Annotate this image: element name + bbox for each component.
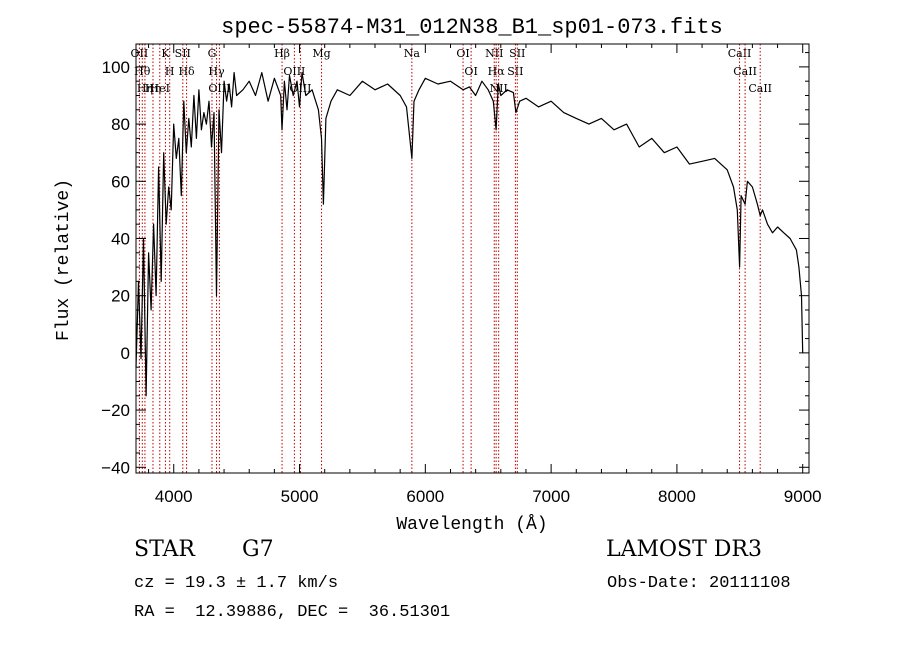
chart-title: spec-55874-M31_012N38_B1_sp01-073.fits <box>221 15 723 40</box>
line-label: Hβ <box>274 47 290 60</box>
line-label: OI <box>456 47 469 60</box>
line-label: OIII <box>283 65 305 78</box>
y-tick-label: 20 <box>111 287 130 306</box>
line-label: Hδ <box>178 65 195 78</box>
line-label: NII <box>485 47 503 60</box>
line-label: Hγ <box>208 65 225 78</box>
line-label: HeI <box>150 82 170 95</box>
line-label: K <box>161 47 170 60</box>
y-tick-label: 100 <box>102 58 130 77</box>
y-tick-label: −40 <box>101 458 130 477</box>
x-tick-label: 9000 <box>784 487 822 506</box>
line-label: Hα <box>488 65 506 78</box>
line-label: Hη <box>137 82 153 95</box>
line-label: SII <box>509 47 525 60</box>
y-tick-label: 80 <box>111 115 130 134</box>
line-label: Na <box>404 47 421 60</box>
line-label: H <box>165 65 175 78</box>
y-tick-label: 60 <box>111 172 130 191</box>
x-tick-label: 7000 <box>532 487 570 506</box>
x-tick-label: 5000 <box>281 487 319 506</box>
y-axis-label: Flux (relative) <box>54 179 74 341</box>
x-tick-label: 6000 <box>406 487 444 506</box>
object-subclass: G7 <box>242 537 274 562</box>
coordinates: RA = 12.39886, DEC = 36.51301 <box>134 603 451 622</box>
y-tick-label: −20 <box>101 401 130 420</box>
object-class: STAR <box>134 537 195 562</box>
line-label: SII <box>175 47 191 60</box>
series-layer <box>135 72 804 397</box>
line-label: Mg <box>312 47 330 60</box>
series-line-flux <box>135 72 804 397</box>
redshift-value: cz = 19.3 ± 1.7 km/s <box>134 574 339 593</box>
survey-name: LAMOST DR3 <box>606 537 762 562</box>
line-label: CaII <box>728 47 752 60</box>
line-label: CaII <box>733 65 757 78</box>
plot-frame <box>135 43 810 474</box>
line-label: CaII <box>748 82 772 95</box>
line-label: OIII <box>208 82 230 95</box>
line-label: SII <box>507 65 523 78</box>
line-label: G <box>208 47 217 60</box>
y-tick-label: 0 <box>121 344 130 363</box>
x-axis-label: Wavelength (Å) <box>396 514 547 535</box>
axes: 4000 5000 6000 7000 8000 9000 −40 −20 0 20 40 60 80 1… <box>101 43 822 506</box>
x-tick-label: 8000 <box>658 487 696 506</box>
y-tick-label: 40 <box>111 229 130 248</box>
x-tick-label: 4000 <box>155 487 193 506</box>
observation-date: Obs-Date: 20111108 <box>607 574 791 593</box>
line-label: OI <box>464 65 477 78</box>
line-label: OII <box>131 47 149 60</box>
line-label: Hη <box>145 82 161 95</box>
line-label: Hθ <box>134 65 151 78</box>
